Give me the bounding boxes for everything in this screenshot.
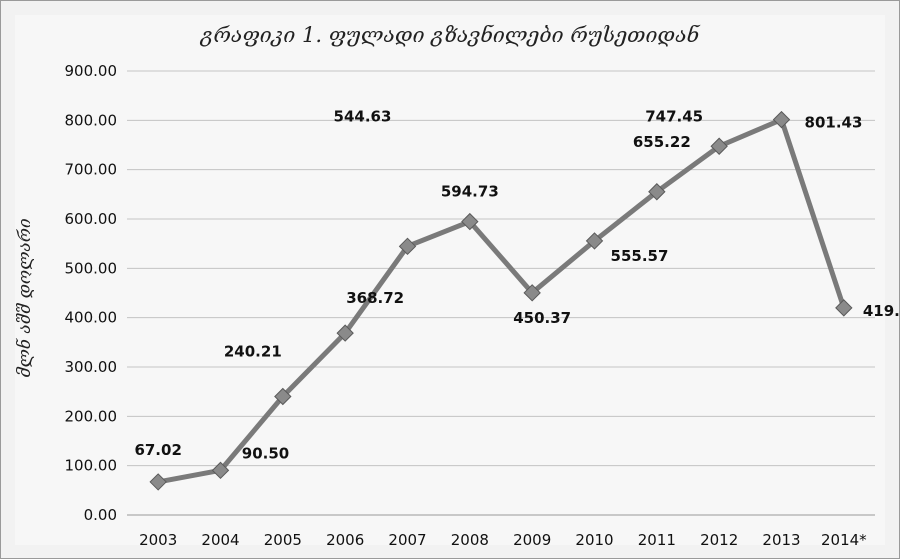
x-tick-label: 2011: [638, 531, 676, 549]
data-label: 368.72: [346, 289, 404, 307]
data-point: [648, 183, 666, 201]
y-tick-label: 600.00: [65, 210, 118, 228]
data-point: [274, 387, 292, 406]
x-tick-label: 2005: [264, 531, 302, 549]
data-point: [149, 473, 167, 491]
y-tick-label: 400.00: [65, 309, 118, 327]
y-tick-label: 900.00: [65, 62, 118, 80]
y-tick-label: 0.00: [84, 506, 117, 524]
x-tick-label: 2008: [451, 531, 489, 549]
y-tick-label: 500.00: [65, 259, 118, 277]
x-tick-label: 2004: [201, 531, 239, 549]
data-label: 747.45: [645, 107, 703, 125]
data-label: 801.43: [805, 114, 863, 132]
series-line: [157, 117, 847, 485]
data-label: 544.63: [334, 107, 392, 125]
data-label: 240.21: [224, 342, 282, 360]
data-label: 555.57: [611, 247, 669, 265]
x-tick-label: 2013: [762, 531, 800, 549]
data-point: [710, 137, 728, 155]
data-label: 67.02: [134, 441, 181, 459]
data-point: [772, 110, 791, 129]
x-tick-label: 2007: [388, 531, 426, 549]
data-point: [211, 461, 230, 480]
data-label: 419.83: [863, 302, 899, 320]
x-tick-label: 2014*: [821, 531, 867, 549]
data-point: [523, 284, 541, 302]
data-point: [585, 232, 604, 250]
y-tick-label: 800.00: [65, 111, 118, 129]
data-point: [336, 324, 354, 342]
data-point: [835, 299, 853, 317]
y-tick-label: 100.00: [65, 457, 118, 475]
y-tick-label: 200.00: [65, 407, 118, 425]
x-tick-label: 2006: [326, 531, 364, 549]
gridlines: [127, 70, 875, 516]
data-label: 90.50: [242, 444, 289, 462]
data-label: 450.37: [513, 309, 571, 327]
series: [149, 110, 853, 491]
data-point: [461, 212, 479, 231]
x-tick-label: 2012: [700, 531, 738, 549]
y-tick-label: 300.00: [65, 358, 118, 376]
chart-area: [15, 15, 885, 545]
data-label: 655.22: [633, 133, 691, 151]
x-tick-label: 2010: [575, 531, 613, 549]
y-tick-label: 700.00: [65, 161, 118, 179]
data-label: 594.73: [441, 183, 499, 201]
y-axis-ticks: 0.00 100.00 200.00 300.00 400.00 500.00 600.00…: [65, 62, 118, 524]
x-tick-label: 2003: [139, 531, 177, 549]
data-labels: 67.02 90.50 240.21 368.72 544.63 594.73 450.37…: [134, 107, 899, 462]
x-axis-ticks: 2003 2004 2005 2006 2007 2008 2009 2010 2011 2012…: [139, 531, 867, 549]
data-point: [398, 237, 417, 256]
x-tick-label: 2009: [513, 531, 551, 549]
chart-title: გრაფიკი 1. ფულადი გზავნილები რუსეთიდან: [200, 23, 700, 47]
